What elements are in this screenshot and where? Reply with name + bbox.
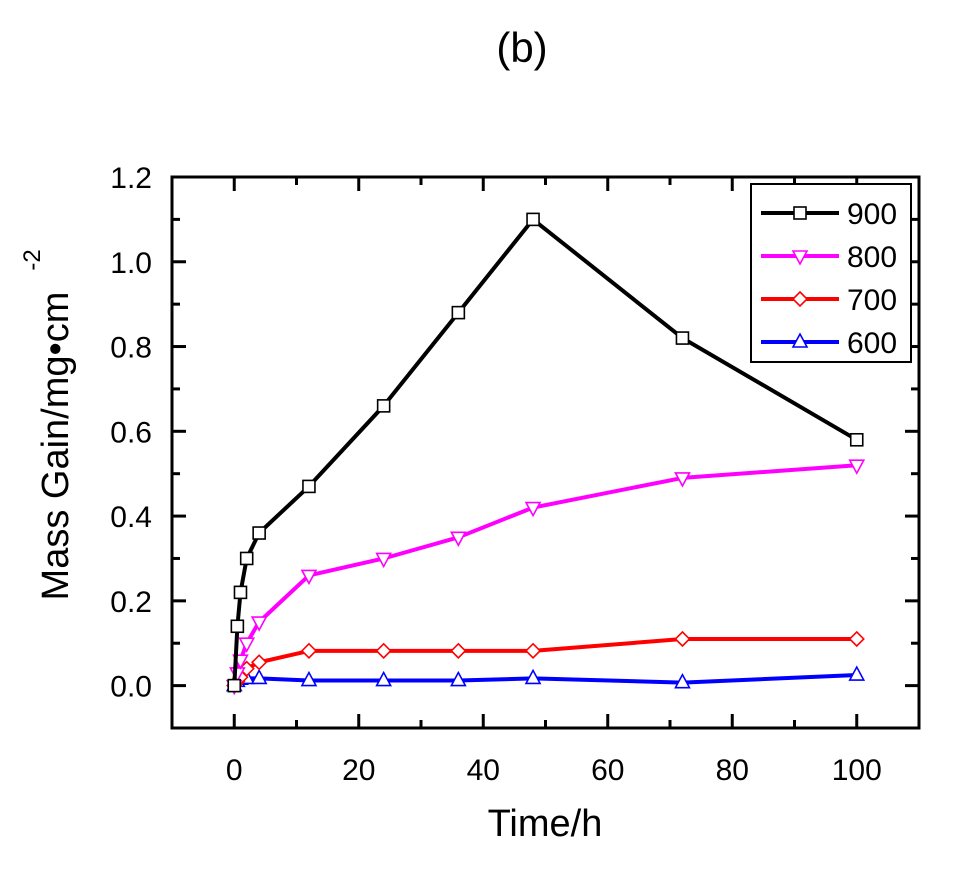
data-point-square [239, 551, 254, 566]
x-tick-label: 100 [832, 754, 882, 787]
y-axis-label: Mass Gain/mg•cm [35, 292, 77, 601]
x-tick-label: 80 [716, 754, 749, 787]
data-point-diamond [848, 630, 865, 648]
data-point-square [526, 212, 540, 227]
series-900 [227, 212, 864, 693]
axes: 0 20 40 60 80 100 0.0 0.2 0.4 0.6 0.8 1.0 1.2 [110, 162, 921, 787]
data-point-triangle-up [524, 668, 542, 685]
data-point-triangle-down [791, 250, 809, 266]
series-layer [225, 212, 866, 696]
data-point-triangle-up [250, 668, 268, 685]
x-tick-label: 40 [467, 754, 500, 787]
series-600 [225, 665, 866, 692]
data-point-triangle-down [674, 472, 691, 488]
x-tick-label: 60 [591, 754, 624, 787]
data-point-square [227, 678, 242, 693]
data-point-diamond [450, 642, 467, 659]
data-point-triangle-up [375, 670, 392, 687]
data-point-triangle-up [300, 670, 318, 687]
y-tick-label: 1.2 [110, 162, 152, 195]
y-tick-label: 0.6 [110, 416, 152, 449]
data-point-triangle-up [848, 665, 866, 681]
y-tick-label: 0.8 [110, 332, 152, 365]
x-tick-label: 20 [342, 754, 375, 787]
chart-title: (b) [496, 24, 547, 71]
y-tick-label: 1.0 [110, 247, 152, 280]
data-point-diamond [674, 630, 691, 648]
data-point-triangle-down [524, 501, 542, 518]
data-point-square [302, 479, 316, 494]
legend-label: 700 [847, 284, 897, 317]
data-point-triangle-down [300, 569, 318, 586]
y-tick-label: 0.2 [110, 586, 152, 619]
data-point-square [451, 305, 466, 320]
y-axis-label-superscript: -2 [19, 249, 46, 270]
data-point-triangle-up [450, 670, 467, 687]
data-point-triangle-down [250, 616, 268, 632]
x-tick-label: 0 [226, 754, 243, 787]
data-point-triangle-down [238, 637, 256, 653]
data-point-triangle-up [791, 332, 809, 348]
data-point-square [230, 619, 245, 634]
data-point-diamond [251, 654, 268, 671]
legend-item-900: 900 [761, 198, 897, 231]
data-point-diamond [375, 642, 392, 659]
y-axis-label-superscript-group: -2 [19, 249, 46, 270]
data-point-diamond [300, 642, 318, 659]
data-point-triangle-up [674, 672, 691, 689]
y-tick-label: 0.0 [110, 671, 152, 704]
legend-label: 800 [847, 241, 897, 274]
legend: 900 800 700 600 [750, 183, 912, 363]
data-point-square [376, 399, 391, 413]
data-point-square [675, 331, 690, 345]
data-point-diamond [524, 642, 542, 659]
data-point-triangle-down [848, 459, 866, 475]
data-point-square [793, 206, 807, 220]
data-point-triangle-down [375, 552, 392, 569]
data-point-triangle-down [450, 531, 467, 547]
data-point-square [233, 585, 248, 600]
legend-item-600: 600 [761, 327, 897, 360]
series-800 [225, 459, 866, 696]
legend-item-800: 800 [761, 241, 897, 274]
data-point-diamond [791, 290, 809, 308]
legend-label: 900 [847, 198, 897, 231]
series-line-600 [232, 673, 857, 687]
y-axis-label-group: Mass Gain/mg•cm [35, 292, 77, 601]
y-tick-label: 0.4 [110, 501, 152, 534]
legend-label: 600 [847, 327, 897, 360]
legend-item-700: 700 [761, 284, 897, 317]
series-700 [226, 630, 865, 694]
data-point-square [849, 432, 864, 447]
data-point-square [252, 526, 266, 540]
x-axis-label: Time/h [488, 803, 603, 845]
